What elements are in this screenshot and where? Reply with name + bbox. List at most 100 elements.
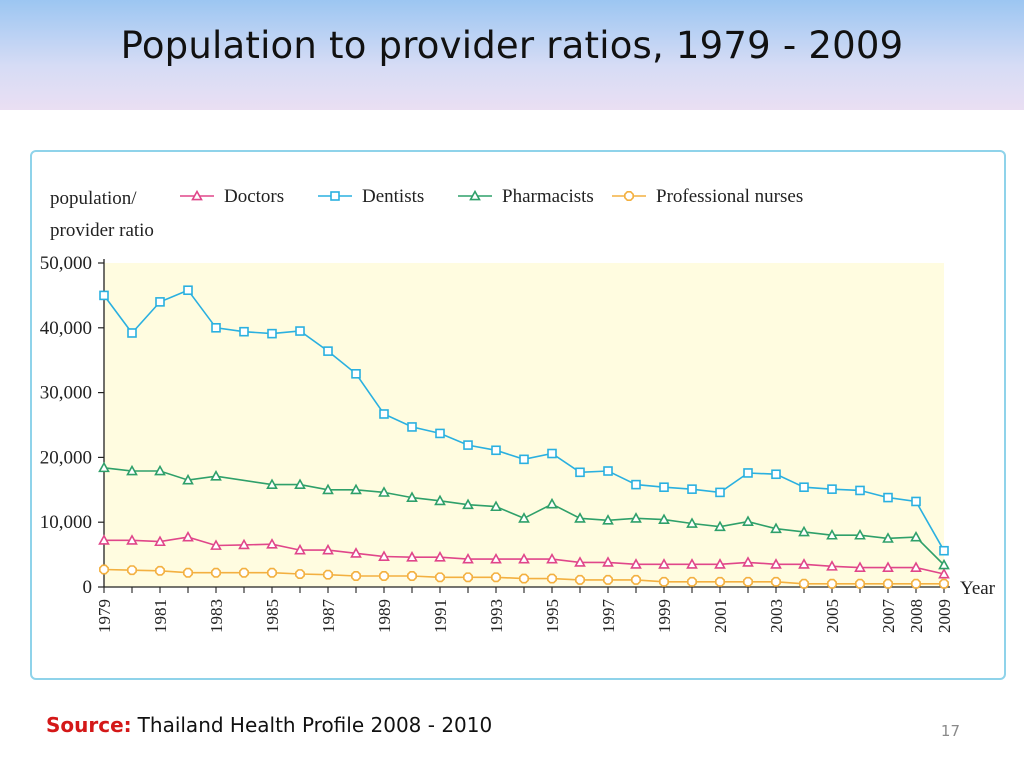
- data-point: [294, 478, 306, 490]
- data-point: [911, 496, 921, 507]
- data-point: [182, 473, 194, 485]
- x-tick-label: 2007: [879, 599, 898, 634]
- x-tick-label: 1999: [655, 599, 674, 633]
- data-point: [742, 556, 754, 567]
- data-point: [575, 574, 585, 585]
- data-point: [939, 578, 949, 589]
- data-point: [687, 576, 697, 587]
- y-axis-label-line2: provider ratio: [50, 220, 154, 241]
- data-point: [714, 520, 726, 532]
- y-tick-label: 20,000: [40, 447, 92, 468]
- data-point: [98, 534, 110, 545]
- data-point: [491, 572, 501, 583]
- x-tick-label: 1989: [375, 599, 394, 633]
- data-point: [378, 550, 390, 561]
- data-point: [210, 470, 222, 481]
- data-point: [743, 576, 753, 587]
- y-axis-label-line1: population/: [50, 188, 137, 209]
- page-number: 17: [940, 722, 960, 740]
- chart-axes: [103, 259, 950, 588]
- data-point: [491, 445, 501, 456]
- series-dentists: [99, 285, 949, 556]
- data-point: [183, 567, 193, 578]
- data-point: [630, 558, 642, 569]
- data-point: [490, 500, 502, 512]
- data-point: [322, 543, 334, 555]
- data-point: [715, 576, 725, 587]
- data-point: [715, 487, 725, 498]
- x-tick-label: 1985: [263, 599, 282, 633]
- data-point: [798, 558, 810, 569]
- chart-series: [98, 285, 950, 589]
- data-point: [519, 454, 529, 465]
- data-point: [323, 569, 333, 580]
- data-point: [602, 514, 614, 525]
- data-point: [490, 552, 502, 564]
- legend-label: Pharmacists: [502, 186, 594, 207]
- data-point: [99, 290, 109, 301]
- data-point: [183, 285, 193, 296]
- data-point: [462, 498, 474, 510]
- data-point: [266, 478, 278, 490]
- slide-title: Population to provider ratios, 1979 - 20…: [120, 24, 904, 67]
- data-point: [771, 576, 781, 587]
- data-point: [434, 551, 446, 562]
- data-point: [295, 569, 305, 580]
- data-point: [630, 512, 642, 523]
- data-point: [323, 346, 333, 356]
- data-point: [155, 297, 165, 307]
- data-point: [547, 448, 557, 459]
- data-point: [407, 571, 417, 581]
- data-point: [463, 440, 473, 450]
- data-point: [799, 578, 809, 589]
- data-point: [546, 497, 558, 509]
- data-point: [854, 561, 866, 572]
- data-point: [239, 567, 249, 578]
- data-point: [350, 547, 362, 558]
- source-note: Source: Thailand Health Profile 2008 - 20…: [46, 713, 492, 737]
- data-point: [239, 326, 249, 337]
- legend-item: Doctors: [180, 186, 284, 207]
- plot-background: [104, 263, 944, 587]
- data-point: [379, 571, 389, 581]
- y-tick-label: 0: [83, 577, 93, 598]
- data-point: [686, 517, 698, 528]
- x-axis-ticks: 1979 1981 1983 1985 1987 1989 1991 1993 1995 1997…: [95, 587, 954, 633]
- y-tick-label: 40,000: [40, 318, 92, 339]
- data-point: [911, 578, 921, 589]
- y-axis-ticks: 0 10,000 20,000 30,000 40,000 50,000: [40, 253, 104, 598]
- data-point: [350, 483, 362, 495]
- data-point: [771, 469, 781, 480]
- y-tick-label: 10,000: [40, 512, 92, 533]
- data-point: [518, 512, 530, 523]
- x-tick-label: 2001: [711, 599, 730, 633]
- data-point: [154, 464, 166, 476]
- data-point: [127, 328, 137, 338]
- data-point: [742, 515, 754, 526]
- data-point: [210, 539, 222, 550]
- data-point: [826, 560, 838, 571]
- x-tick-label: 1987: [319, 599, 338, 634]
- data-point: [799, 482, 809, 493]
- legend-label: Doctors: [224, 186, 284, 207]
- data-point: [547, 573, 557, 584]
- data-point: [462, 552, 474, 564]
- data-point: [351, 571, 361, 581]
- data-point: [267, 567, 277, 578]
- data-point: [322, 483, 334, 495]
- data-point: [687, 484, 697, 494]
- data-point: [519, 573, 529, 584]
- x-tick-label: 2008: [907, 599, 926, 633]
- legend-marker: [624, 191, 634, 201]
- data-point: [603, 466, 613, 476]
- data-point: [938, 567, 950, 579]
- x-tick-label: 2009: [935, 599, 954, 633]
- data-point: [267, 328, 277, 339]
- data-point: [406, 551, 418, 562]
- data-point: [658, 558, 670, 569]
- data-point: [827, 578, 837, 589]
- data-point: [602, 556, 614, 567]
- data-point: [435, 428, 445, 439]
- x-axis-label: Year: [960, 578, 996, 599]
- x-tick-label: 1983: [207, 599, 226, 633]
